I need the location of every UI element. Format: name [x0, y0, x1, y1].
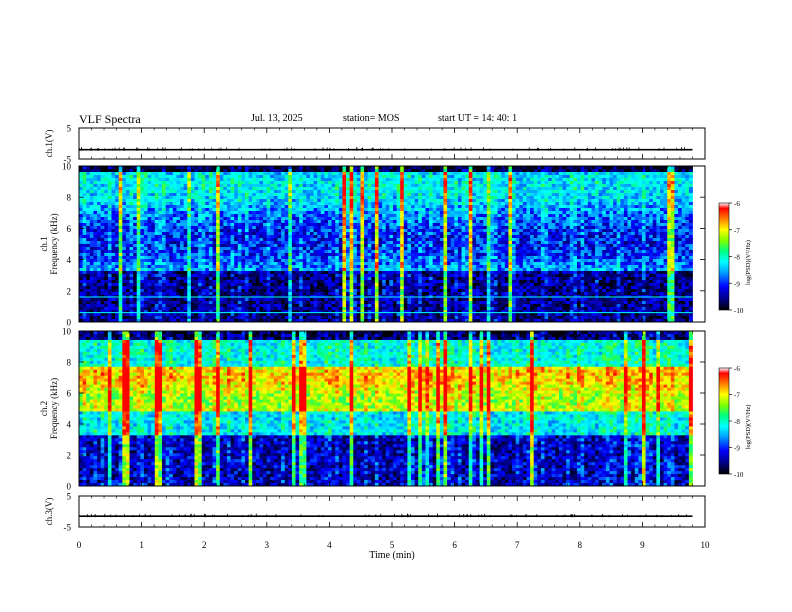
colorbar-tick-label: -9	[734, 445, 740, 453]
x-tick-label: 9	[640, 540, 645, 550]
y-axis-label: Frequency (kHz)	[49, 378, 59, 439]
colorbar-tick-label: -9	[734, 280, 740, 288]
y-tick-label: 10	[62, 327, 72, 337]
y-axis-label: ch.2	[39, 401, 49, 416]
x-axis-label: Time (min)	[369, 550, 414, 561]
header-start-ut: start UT = 14: 40: 1	[438, 113, 518, 124]
colorbar-tick-label: -6	[734, 200, 740, 208]
spectrogram-ch2-spectrogram	[79, 331, 693, 487]
y-tick-label: -5	[64, 523, 72, 533]
y-tick-label: 8	[67, 358, 72, 368]
y-tick-label: 4	[67, 255, 72, 265]
x-tick-label: 4	[327, 540, 332, 550]
y-tick-label: 4	[67, 420, 72, 430]
y-tick-label: 5	[67, 124, 72, 134]
x-tick-label: 3	[265, 540, 270, 550]
x-tick-label: 7	[515, 540, 520, 550]
colorbar-tick-label: -8	[734, 418, 740, 426]
x-tick-label: 2	[202, 540, 207, 550]
colorbar	[718, 367, 730, 475]
colorbar-tick-label: -10	[734, 307, 744, 315]
y-tick-label: 0	[67, 318, 72, 328]
x-tick-label: 6	[452, 540, 457, 550]
colorbar-tick-label: -7	[734, 227, 740, 235]
y-tick-label: 10	[62, 162, 72, 172]
header-date: Jul. 13, 2025	[251, 113, 303, 124]
y-tick-label: 6	[67, 224, 72, 234]
y-tick-label: 6	[67, 389, 72, 399]
y-axis-label: ch.1(V)	[44, 130, 54, 158]
colorbar-label: log(PSD)(V²/Hz)	[745, 240, 752, 285]
x-tick-label: 5	[390, 540, 395, 550]
colorbar-tick-label: -10	[734, 471, 744, 479]
colorbar-tick-label: -6	[734, 365, 740, 373]
colorbar-label: log(PSD)(V²/Hz)	[745, 405, 752, 450]
colorbar-tick-label: -8	[734, 254, 740, 262]
y-axis-label: ch.3(V)	[44, 498, 54, 526]
y-axis-label: Frequency (kHz)	[49, 213, 59, 274]
y-tick-label: 2	[67, 451, 72, 461]
colorbar	[718, 202, 730, 311]
x-tick-label: 1	[139, 540, 144, 550]
header-title: VLF Spectra	[79, 112, 141, 126]
colorbar-tick-label: -7	[734, 392, 740, 400]
y-tick-label: 5	[67, 492, 72, 502]
y-tick-label: 8	[67, 193, 72, 203]
y-tick-label: 0	[67, 482, 72, 492]
y-axis-label: ch.1	[39, 236, 49, 251]
header-station: station= MOS	[343, 113, 400, 124]
x-tick-label: 0	[77, 540, 82, 550]
spectrogram-ch1-spectrogram	[79, 166, 693, 323]
x-tick-label: 10	[701, 540, 711, 550]
x-tick-label: 8	[578, 540, 583, 550]
y-tick-label: 2	[67, 286, 72, 296]
y-tick-label: -5	[64, 155, 72, 165]
